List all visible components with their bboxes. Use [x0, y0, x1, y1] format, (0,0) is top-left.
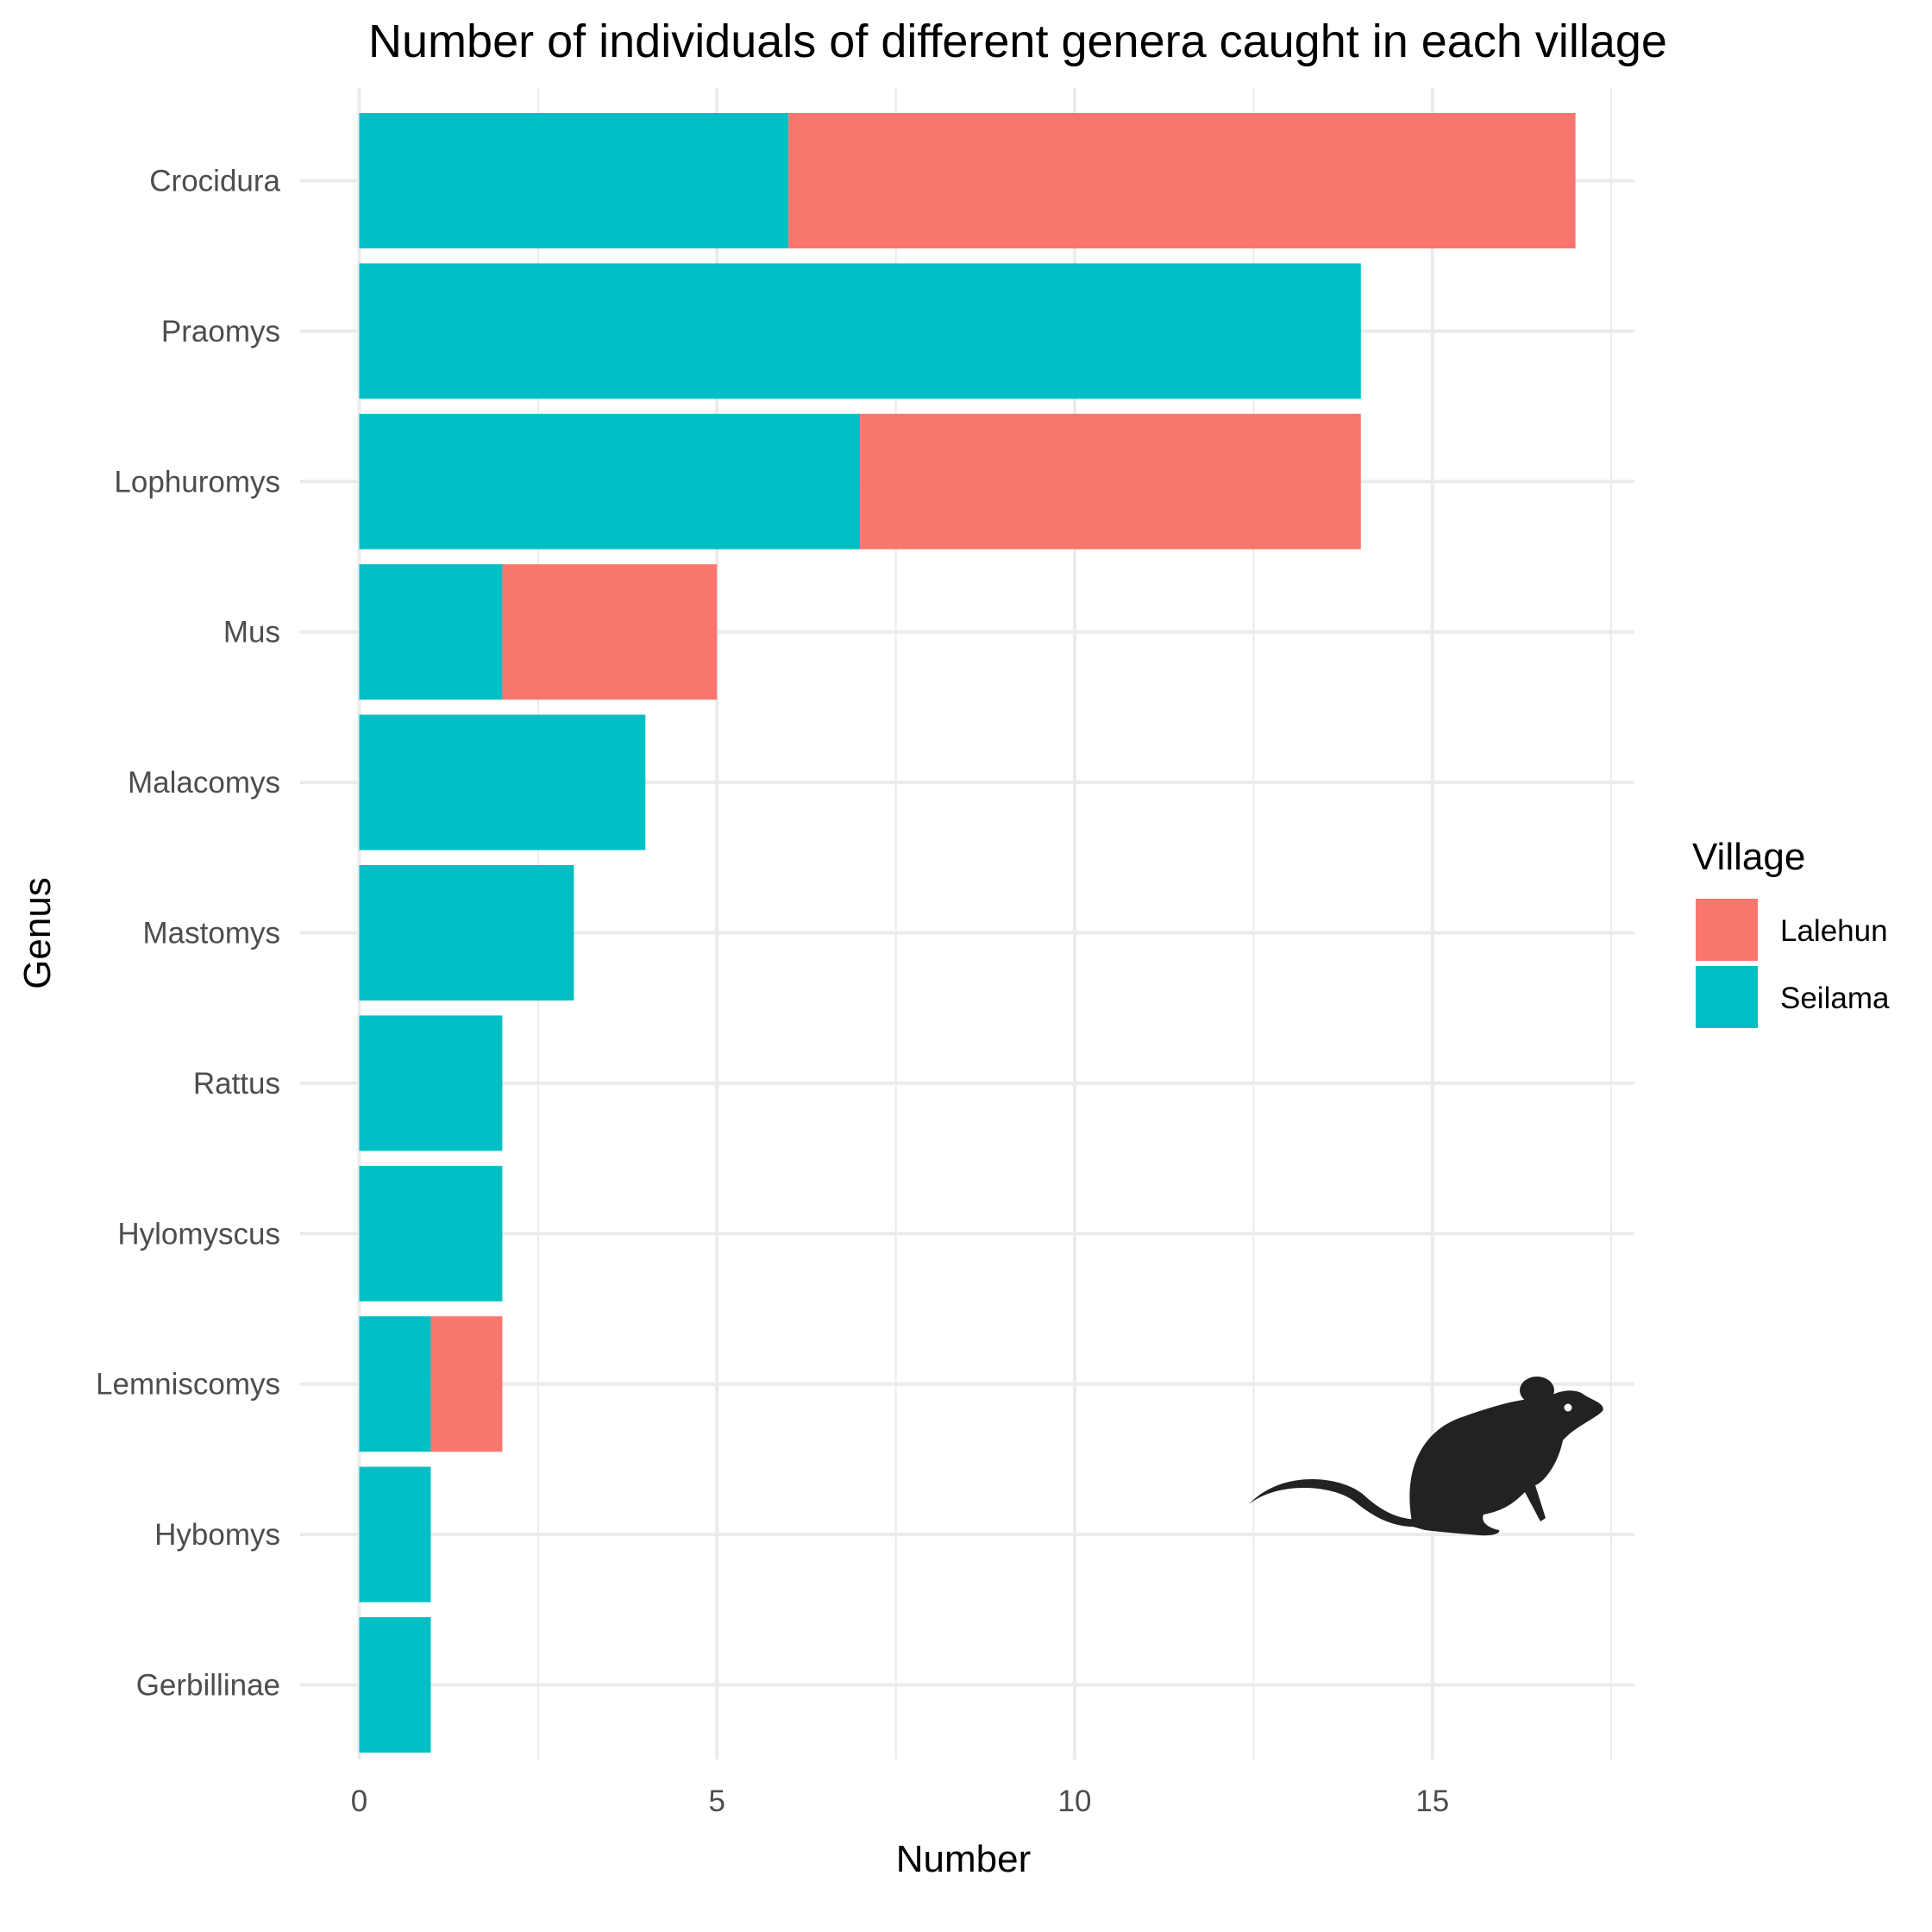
- bar-mus-seilama: [359, 564, 503, 700]
- bar-crocidura-seilama: [359, 113, 789, 248]
- mouse-ear: [1520, 1377, 1554, 1404]
- y-axis-title: Genus: [16, 877, 59, 989]
- legend: Village Lalehun Seilama: [1692, 836, 1890, 1028]
- bar-lemniscomys-seilama: [359, 1316, 431, 1452]
- x-tick-labels: 0 5 10 15: [351, 1785, 1449, 1818]
- bar-malacomys-seilama: [359, 714, 646, 850]
- y-tick-label: Mus: [223, 616, 280, 649]
- mouse-tail: [1249, 1479, 1421, 1527]
- bar-lophuromys-seilama: [359, 413, 861, 549]
- bar-hylomyscus-seilama: [359, 1165, 503, 1302]
- y-tick-label: Praomys: [161, 315, 280, 348]
- y-tick-label: Lemniscomys: [96, 1368, 280, 1402]
- x-tick-label: 0: [351, 1785, 367, 1818]
- mouse-eye: [1564, 1403, 1572, 1412]
- mouse-silhouette-icon: [1249, 1377, 1603, 1536]
- legend-title: Village: [1692, 836, 1805, 878]
- y-tick-labels: Crocidura Praomys Lophuromys Mus Malacomys Ma…: [96, 165, 280, 1703]
- y-tick-label: Rattus: [193, 1067, 280, 1101]
- x-tick-label: 10: [1058, 1785, 1092, 1818]
- bar-praomys-seilama: [359, 263, 1361, 399]
- y-tick-label: Gerbillinae: [136, 1669, 280, 1703]
- bar-lemniscomys-lalehun: [430, 1316, 503, 1452]
- bar-hybomys-seilama: [359, 1466, 431, 1603]
- legend-key-seilama: [1696, 966, 1758, 1028]
- x-axis-title: Number: [896, 1838, 1032, 1880]
- x-tick-label: 5: [709, 1785, 725, 1818]
- y-tick-label: Malacomys: [128, 766, 280, 800]
- y-tick-label: Crocidura: [149, 165, 280, 198]
- y-tick-label: Hybomys: [154, 1518, 280, 1552]
- bar-crocidura-lalehun: [788, 113, 1576, 248]
- bar-lophuromys-lalehun: [860, 413, 1361, 549]
- y-tick-label: Mastomys: [143, 917, 280, 950]
- legend-label-seilama: Seilama: [1780, 982, 1890, 1015]
- bar-rattus-seilama: [359, 1015, 503, 1151]
- legend-label-lalehun: Lalehun: [1780, 914, 1888, 948]
- y-tick-label: Lophuromys: [114, 465, 280, 499]
- bars: [359, 113, 1576, 1753]
- y-tick-label: Hylomyscus: [117, 1217, 280, 1251]
- x-tick-label: 15: [1415, 1785, 1449, 1818]
- bar-gerbillinae-seilama: [359, 1617, 431, 1753]
- bar-mus-lalehun: [502, 564, 718, 700]
- chart-title: Number of individuals of different gener…: [368, 16, 1667, 67]
- legend-key-lalehun: [1696, 899, 1758, 961]
- bar-mastomys-seilama: [359, 865, 574, 1000]
- mouse-body: [1409, 1390, 1603, 1536]
